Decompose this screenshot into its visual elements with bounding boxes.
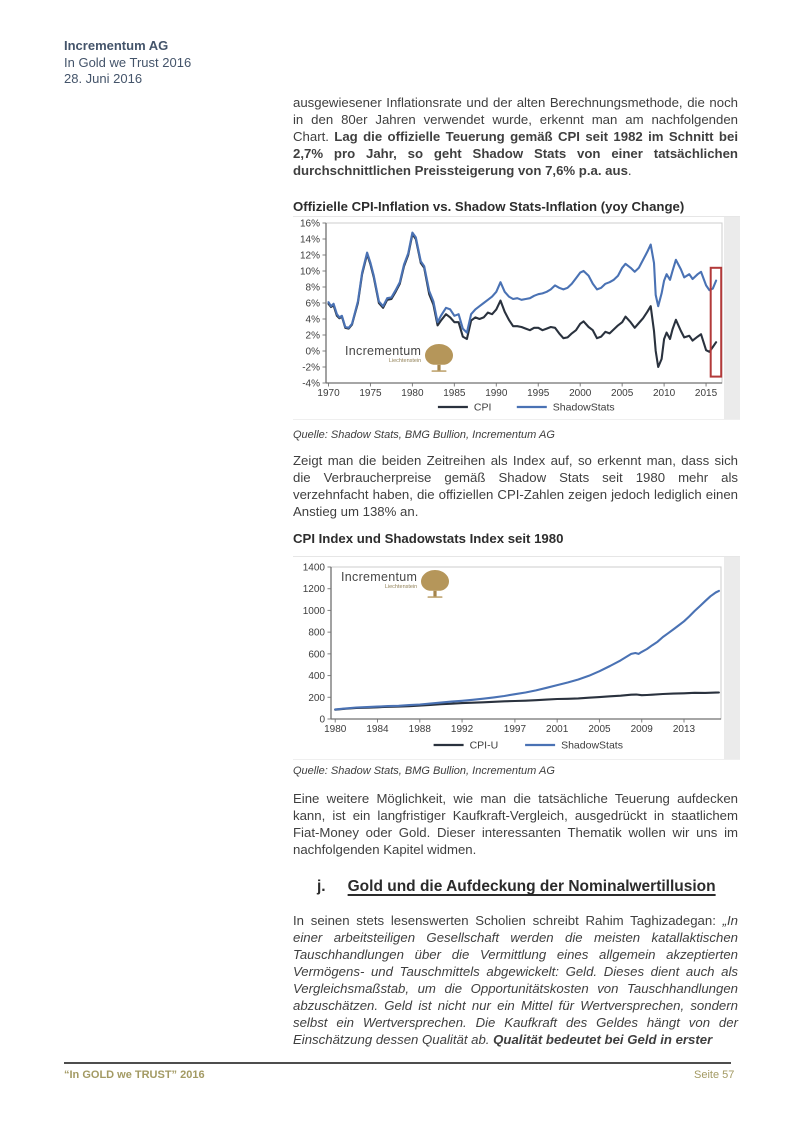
- svg-text:CPI-U: CPI-U: [470, 740, 499, 752]
- svg-text:0%: 0%: [306, 347, 321, 358]
- svg-text:10%: 10%: [300, 267, 320, 278]
- svg-text:1000: 1000: [303, 606, 326, 617]
- svg-text:2010: 2010: [653, 388, 676, 399]
- svg-text:400: 400: [308, 671, 325, 682]
- chart1-title: Offizielle CPI-Inflation vs. Shadow Stat…: [293, 199, 685, 214]
- svg-text:1984: 1984: [366, 724, 389, 735]
- tree-icon: [421, 344, 455, 378]
- svg-text:1985: 1985: [443, 388, 466, 399]
- svg-text:200: 200: [308, 693, 325, 704]
- header-date: 28. Juni 2016: [64, 71, 143, 86]
- svg-text:2005: 2005: [611, 388, 634, 399]
- logo-subtext: Liechtenstein: [388, 358, 422, 364]
- chart-cpi-index-vs-shadowstats-index: 1400 1200 1000 800 600 400 200 0 1980 1984 1988 199…: [293, 556, 740, 760]
- svg-text:6%: 6%: [306, 299, 321, 310]
- svg-text:2%: 2%: [306, 331, 321, 342]
- svg-text:8%: 8%: [306, 283, 321, 294]
- section-heading: j. Gold und die Aufdeckung der Nominalwe…: [293, 878, 738, 896]
- svg-text:2000: 2000: [569, 388, 592, 399]
- chart-cpi-vs-shadowstats-inflation: 16% 14% 12% 10% 8% 6% 4% 2% 0% -2% -4% 1970 1975 1980…: [293, 216, 740, 420]
- svg-text:800: 800: [308, 628, 325, 639]
- svg-text:12%: 12%: [300, 251, 320, 262]
- chart1-plot: 16% 14% 12% 10% 8% 6% 4% 2% 0% -2% -4% 1970 1975 1980…: [293, 217, 740, 419]
- chart2-right-margin: [724, 557, 740, 759]
- paragraph-index-comparison: Zeigt man die beiden Zeitreihen als Inde…: [293, 453, 738, 519]
- logo-wordmark: Incrementum: [341, 570, 418, 584]
- svg-text:1975: 1975: [359, 388, 382, 399]
- svg-text:4%: 4%: [306, 315, 321, 326]
- incrementum-watermark: Incrementum Liechtenstein: [341, 570, 451, 604]
- svg-text:1992: 1992: [451, 724, 474, 735]
- svg-text:ShadowStats: ShadowStats: [553, 402, 615, 414]
- svg-text:2015: 2015: [695, 388, 718, 399]
- incrementum-watermark: Incrementum Liechtenstein: [345, 344, 455, 378]
- svg-text:1200: 1200: [303, 584, 326, 595]
- footer-page-number: Seite 57: [694, 1069, 735, 1081]
- paragraph-inflation-intro: ausgewiesener Inflationsrate und der alt…: [293, 95, 738, 178]
- svg-text:CPI: CPI: [474, 402, 492, 414]
- svg-text:-4%: -4%: [302, 379, 320, 390]
- footer-report-name: “In GOLD we TRUST” 2016: [64, 1069, 205, 1081]
- section-number: j.: [317, 878, 326, 895]
- footer-divider: [64, 1062, 731, 1064]
- svg-text:600: 600: [308, 649, 325, 660]
- page-header: Incrementum AG In Gold we Trust 2016 28.…: [64, 38, 191, 88]
- section-title: Gold und die Aufdeckung der Nominalwerti…: [347, 878, 716, 895]
- svg-text:14%: 14%: [300, 235, 320, 246]
- svg-text:1997: 1997: [504, 724, 527, 735]
- svg-text:1970: 1970: [317, 388, 340, 399]
- header-company: Incrementum AG: [64, 38, 169, 53]
- logo-wordmark: Incrementum: [345, 344, 422, 358]
- header-report-title: In Gold we Trust 2016: [64, 54, 192, 70]
- svg-text:2001: 2001: [546, 724, 569, 735]
- svg-text:2009: 2009: [631, 724, 654, 735]
- svg-text:-2%: -2%: [302, 363, 320, 374]
- svg-text:1990: 1990: [485, 388, 508, 399]
- paragraph-taghizadegan-quote: In seinen stets lesenswerten Scholien sc…: [293, 913, 738, 1047]
- tree-icon: [417, 570, 451, 604]
- svg-text:1980: 1980: [401, 388, 424, 399]
- svg-text:ShadowStats: ShadowStats: [561, 740, 623, 752]
- svg-text:1995: 1995: [527, 388, 550, 399]
- chart1-source: Quelle: Shadow Stats, BMG Bullion, Incre…: [293, 429, 555, 441]
- chart2-plot: 1400 1200 1000 800 600 400 200 0 1980 1984 1988 199…: [293, 557, 740, 759]
- chart2-source: Quelle: Shadow Stats, BMG Bullion, Incre…: [293, 765, 555, 777]
- chart2-title: CPI Index und Shadowstats Index seit 198…: [293, 531, 564, 546]
- logo-subtext: Liechtenstein: [384, 584, 418, 590]
- paragraph-kaufkraft: Eine weitere Möglichkeit, wie man die ta…: [293, 791, 738, 857]
- svg-text:1980: 1980: [324, 724, 347, 735]
- svg-text:16%: 16%: [300, 219, 320, 230]
- svg-text:1400: 1400: [303, 563, 326, 574]
- svg-text:2005: 2005: [588, 724, 611, 735]
- svg-text:0: 0: [319, 715, 325, 726]
- svg-text:2013: 2013: [673, 724, 696, 735]
- svg-text:1988: 1988: [409, 724, 432, 735]
- chart1-right-margin: [724, 217, 740, 419]
